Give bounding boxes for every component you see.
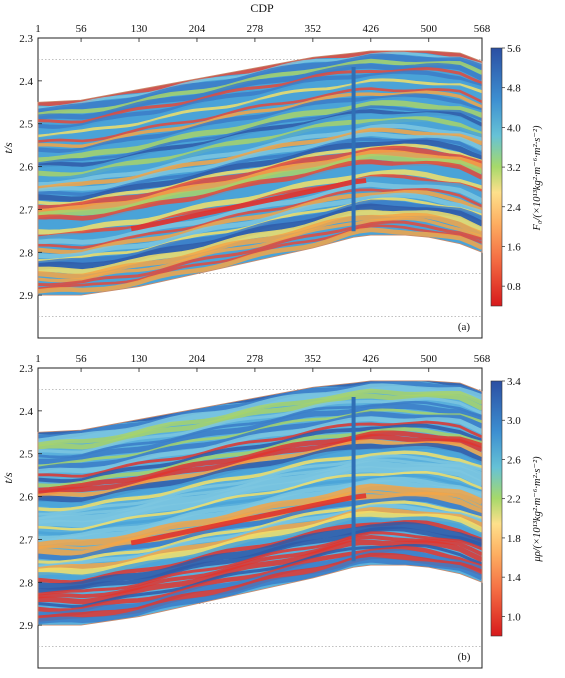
y-tick-label: 2.5 <box>19 449 33 461</box>
section-outline <box>37 380 483 626</box>
x-tick-label: 130 <box>131 353 148 365</box>
colorbar-tick-label: 4.0 <box>507 122 521 134</box>
panel-label: (b) <box>458 651 471 663</box>
y-axis-title: t/s <box>1 472 15 484</box>
x-tick-label: 204 <box>189 353 206 365</box>
x-tick-label: 352 <box>305 23 322 35</box>
colorbar-tick-label: 2.4 <box>507 202 521 214</box>
colorbar <box>490 47 503 307</box>
colorbar-tick-label: 1.0 <box>507 611 521 623</box>
colorbar-tick-label: 1.6 <box>507 241 521 253</box>
y-tick-label: 2.7 <box>19 534 33 546</box>
x-tick-label: 352 <box>305 353 322 365</box>
x-tick-label: 568 <box>474 353 491 365</box>
y-tick-label: 2.9 <box>19 290 33 302</box>
section-outline <box>37 50 483 296</box>
colorbar-tick-label: 2.2 <box>507 494 521 506</box>
y-axis-title: t/s <box>1 142 15 154</box>
y-tick-label: 2.4 <box>19 76 33 88</box>
y-tick-label: 2.8 <box>19 577 33 589</box>
y-tick-label: 2.8 <box>19 247 33 259</box>
colorbar-tick-label: 1.4 <box>507 572 521 584</box>
y-tick-label: 2.4 <box>19 406 33 418</box>
colorbar-tick-label: 4.8 <box>507 83 521 95</box>
colorbar-tick-label: 3.0 <box>507 415 521 427</box>
y-tick-label: 2.6 <box>19 162 33 174</box>
y-tick-label: 2.3 <box>19 363 33 375</box>
x-tick-label: 426 <box>363 353 380 365</box>
x-tick-label: 278 <box>247 353 264 365</box>
y-tick-label: 2.9 <box>19 620 33 632</box>
colorbar-tick-label: 3.2 <box>507 162 521 174</box>
x-tick-label: 426 <box>363 23 380 35</box>
colorbar <box>490 380 503 637</box>
x-tick-label: 56 <box>76 353 88 365</box>
x-tick-label: 500 <box>421 23 438 35</box>
colorbar-title: F₀/(×10¹³kg²·m⁻⁶·m²·s⁻²) <box>532 125 543 232</box>
colorbar-tick-label: 2.6 <box>507 454 521 466</box>
colorbar-tick-label: 3.4 <box>507 376 521 388</box>
panel-a: 1 56 130 204 278 352 426 500 568 2.3 2.4 2.5 2.6 2.7 2… <box>1 23 543 339</box>
y-tick-label: 2.3 <box>19 33 33 45</box>
x-tick-label: 1 <box>35 23 41 35</box>
x-tick-label: 500 <box>421 353 438 365</box>
colorbar-tick-label: 5.6 <box>507 43 521 55</box>
x-tick-label: 278 <box>247 23 264 35</box>
x-tick-label: 204 <box>189 23 206 35</box>
x-tick-label: 568 <box>474 23 491 35</box>
seismic-section <box>38 50 482 296</box>
y-tick-label: 2.5 <box>19 119 33 131</box>
x-tick-label: 56 <box>76 23 88 35</box>
x-axis-title: CDP <box>250 1 274 15</box>
panel-label: (a) <box>458 321 471 333</box>
x-tick-label: 130 <box>131 23 148 35</box>
panel-b: 1 56 130 204 278 352 426 500 568 2.3 2.4 2.5 2.6 2.7 2… <box>1 353 543 669</box>
colorbar-tick-label: 0.8 <box>507 281 521 293</box>
x-tick-label: 1 <box>35 353 41 365</box>
y-tick-label: 2.7 <box>19 204 33 216</box>
y-tick-label: 2.6 <box>19 492 33 504</box>
colorbar-title: μρ/(×10¹³kg²·m⁻⁶·m²·s⁻²) <box>532 456 543 563</box>
colorbar-tick-label: 1.8 <box>507 533 521 545</box>
